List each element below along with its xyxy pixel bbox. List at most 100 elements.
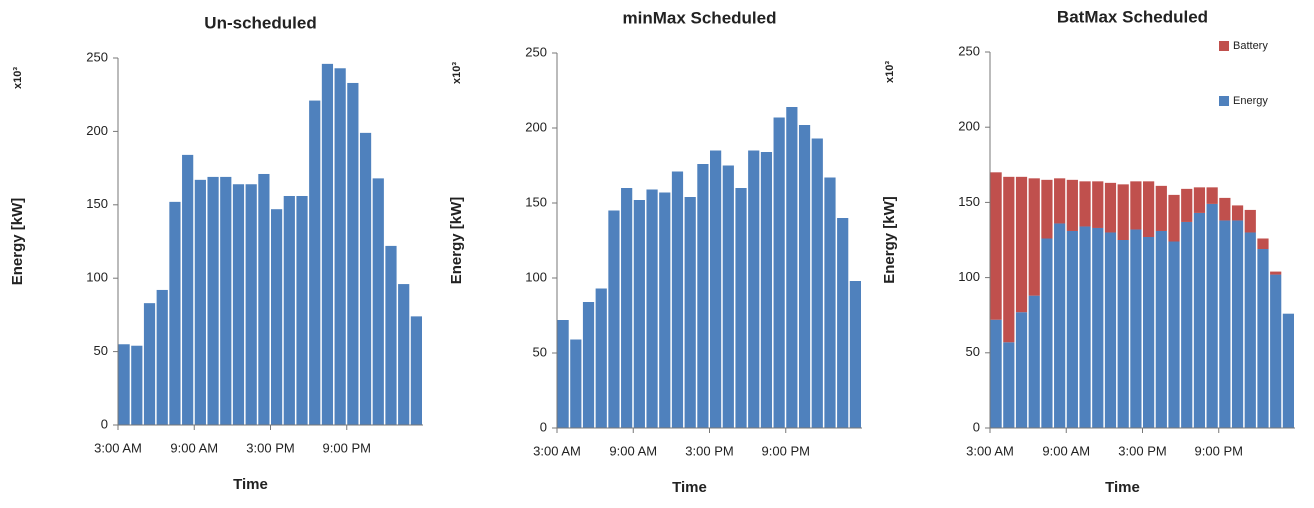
- x-axis-label: Time: [233, 476, 268, 493]
- bar: [372, 178, 384, 425]
- bar-segment: [1231, 205, 1244, 221]
- bar: [410, 316, 422, 425]
- y-axis-label: Energy [kW]: [448, 197, 465, 285]
- bar: [735, 188, 747, 428]
- bar: [570, 339, 582, 428]
- bar-segment: [1282, 313, 1294, 428]
- bar: [684, 197, 696, 428]
- chart: Un-scheduled Energy [kW] x10³ Time 0 50 100 150…: [9, 13, 423, 493]
- bar-segment: [1168, 194, 1180, 242]
- chart: minMax Scheduled Energy [kW] x10³ Time 0 50 10…: [448, 8, 862, 496]
- bar-segment: [1041, 179, 1053, 239]
- bar: [773, 117, 785, 428]
- bar-segment: [1257, 238, 1269, 250]
- x-tick-label: 9:00 AM: [1042, 443, 1090, 458]
- bar-segment: [1168, 241, 1180, 428]
- bar: [582, 302, 595, 428]
- y-tick-label: 250: [86, 49, 108, 64]
- bar-segment: [1219, 197, 1231, 221]
- bar-segment: [1155, 185, 1167, 231]
- bar: [646, 189, 658, 428]
- x-tick-label: 3:00 AM: [94, 440, 142, 455]
- bar: [748, 150, 760, 428]
- bar-segment: [1257, 249, 1269, 428]
- bar-segment: [1104, 232, 1117, 428]
- bar-segment: [1104, 182, 1117, 233]
- bar: [710, 150, 722, 428]
- x-tick-label: 9:00 PM: [1195, 443, 1243, 458]
- x-tick-label: 9:00 PM: [762, 443, 810, 458]
- bar-segment: [1117, 184, 1129, 240]
- bar-segment: [1143, 181, 1155, 237]
- y-multiplier: x10³: [451, 62, 463, 84]
- bar: [786, 107, 798, 428]
- x-tick-label: 3:00 PM: [1118, 443, 1166, 458]
- bar-segment: [1066, 179, 1078, 231]
- bar-segment: [1028, 178, 1040, 296]
- bar-segment: [1130, 229, 1142, 428]
- x-tick-label: 3:00 AM: [966, 443, 1014, 458]
- bar-segment: [1181, 221, 1193, 428]
- bar: [207, 176, 219, 425]
- bar-segment: [1231, 220, 1244, 428]
- y-tick-label: 100: [86, 270, 108, 285]
- bar-segment: [1003, 176, 1015, 343]
- bar-segment: [1193, 187, 1206, 213]
- y-axis-label: Energy [kW]: [9, 198, 26, 286]
- bar-segment: [1079, 181, 1091, 227]
- bar: [359, 132, 372, 426]
- bar: [798, 125, 811, 428]
- bar: [557, 320, 569, 428]
- bar-segment: [1206, 203, 1218, 428]
- y-tick-label: 200: [525, 119, 547, 134]
- bar-segment: [1117, 240, 1129, 428]
- y-tick-label: 250: [525, 44, 547, 59]
- bar: [760, 152, 773, 428]
- y-tick-label: 50: [533, 344, 547, 359]
- bar: [595, 288, 607, 428]
- y-tick-label: 150: [86, 196, 108, 211]
- bar: [398, 284, 410, 425]
- bar-segment: [1270, 271, 1282, 275]
- bar: [118, 344, 130, 425]
- y-tick-label: 0: [973, 419, 980, 434]
- bar: [143, 303, 156, 425]
- bar: [671, 171, 684, 428]
- bar: [169, 201, 181, 425]
- bar-segment: [1244, 232, 1256, 428]
- bar-segment: [1092, 227, 1104, 428]
- legend-swatch: [1219, 96, 1229, 106]
- bar-segment: [1079, 226, 1091, 428]
- chart-title: minMax Scheduled: [623, 8, 777, 27]
- bar: [659, 192, 671, 428]
- bar: [347, 82, 359, 426]
- bar-segment: [1015, 312, 1028, 428]
- bar: [296, 195, 308, 425]
- bar: [608, 210, 620, 428]
- bar-segment: [1054, 178, 1066, 224]
- y-tick-label: 50: [966, 344, 980, 359]
- y-axis-label: Energy [kW]: [881, 196, 898, 284]
- bar-segment: [1244, 209, 1256, 233]
- bar-segment: [1054, 223, 1066, 428]
- bar-segment: [1155, 230, 1167, 428]
- bar: [633, 200, 645, 428]
- bar: [385, 245, 397, 425]
- bar-segment: [990, 172, 1002, 320]
- x-axis-label: Time: [672, 479, 707, 496]
- bar: [697, 164, 709, 428]
- y-multiplier: x10³: [884, 61, 896, 83]
- bar: [182, 154, 194, 425]
- bar: [220, 176, 232, 425]
- bar-segment: [1066, 230, 1078, 428]
- y-tick-label: 100: [958, 269, 980, 284]
- bar-segment: [1181, 188, 1193, 222]
- bar-segment: [1206, 187, 1218, 204]
- bar: [194, 179, 206, 425]
- x-axis-label: Time: [1105, 479, 1140, 496]
- x-tick-label: 3:00 PM: [685, 443, 733, 458]
- y-multiplier: x10³: [12, 67, 24, 89]
- y-tick-label: 250: [958, 43, 980, 58]
- bar: [258, 173, 270, 425]
